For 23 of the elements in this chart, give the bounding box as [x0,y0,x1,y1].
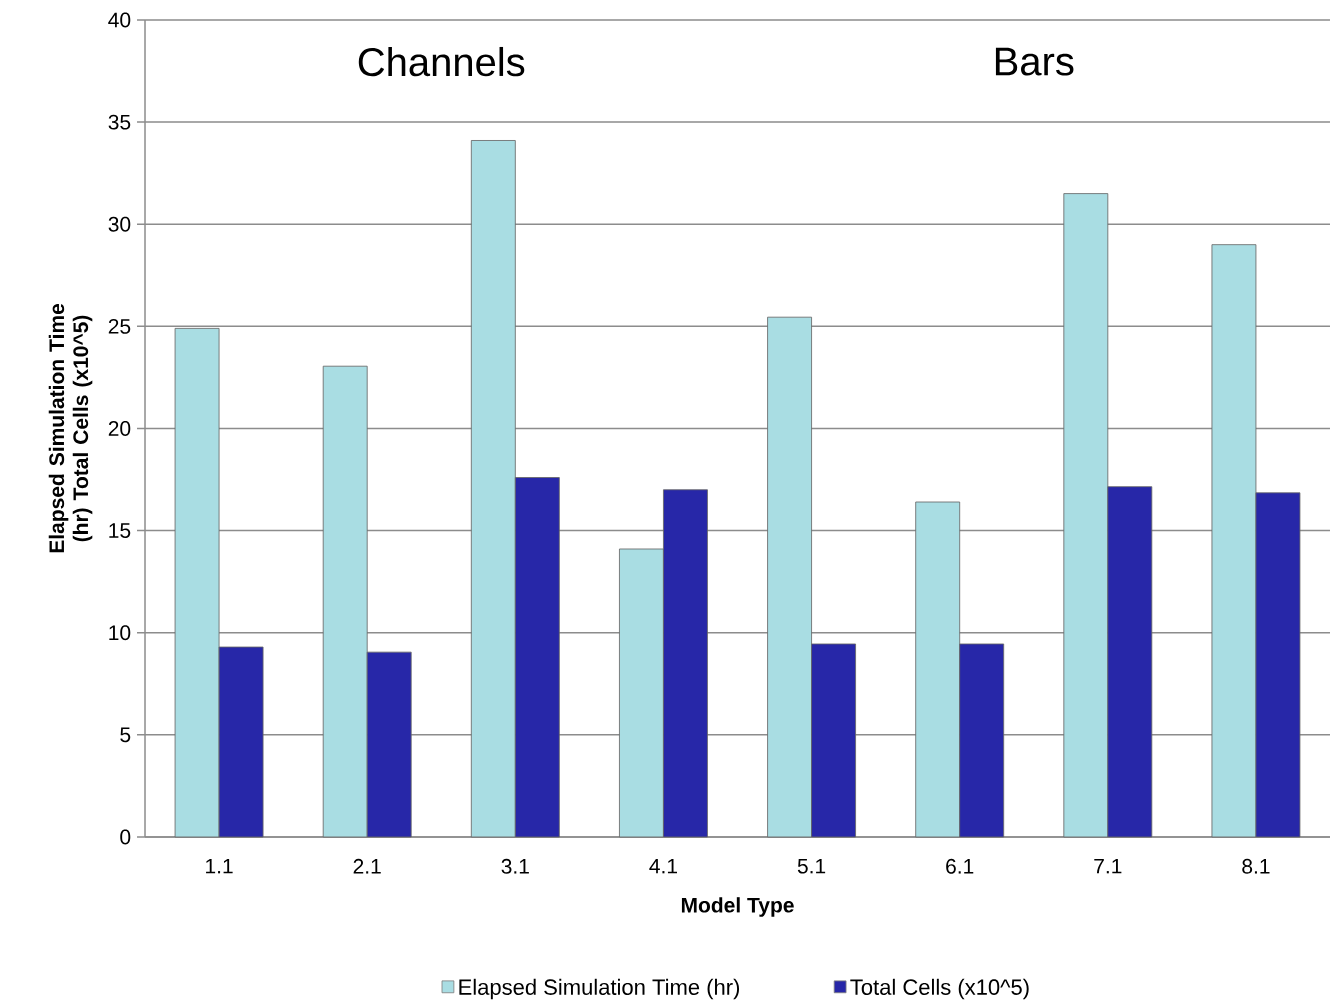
y-tick-label: 5 [120,727,131,743]
x-axis-title: Model Type [681,897,794,917]
x-tick-label: 1.1 [206,858,233,874]
y-tick-label: 35 [108,114,131,130]
y-tick-label: 10 [109,625,131,641]
x-tick-label: 6.1 [946,858,974,874]
legend-label: Elapsed Simulation Time (hr) [459,978,740,1000]
x-tick-label: 7.1 [1094,858,1122,874]
x-tick-label: 2.1 [353,858,381,874]
y-tick-label: 25 [108,318,131,334]
x-tick-label: 3.1 [501,858,529,874]
y-axis-title: Elapsed Simulation Time (hr) Total Cells (x10^5) [48,303,93,553]
y-tick-label: 15 [109,523,131,538]
x-tick-label: 5.1 [797,858,826,874]
y-tick-label: 30 [108,216,131,232]
y-tick-label: 40 [108,12,131,28]
annotation: Channels [358,46,525,77]
y-tick-label: 0 [120,829,131,845]
y-tick-label: 20 [108,421,131,436]
x-tick-label: 8.1 [1242,858,1270,874]
legend-label: Total Cells (x10^5) [850,978,1029,1000]
x-tick-label: 4.1 [649,858,677,874]
annotation: Bars [995,47,1074,76]
